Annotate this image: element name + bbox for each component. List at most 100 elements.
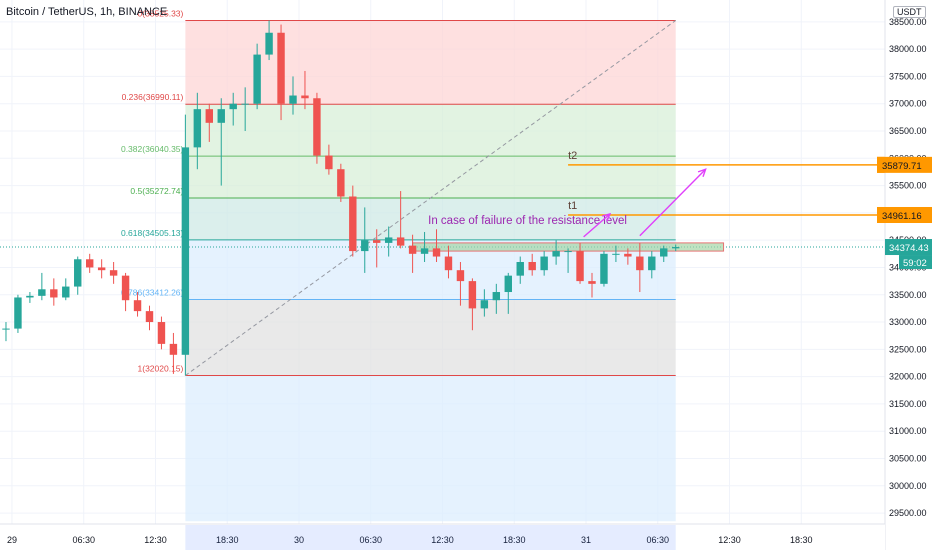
candles: [2, 20, 680, 376]
candle: [325, 144, 333, 175]
candle-body: [337, 169, 345, 197]
candle: [121, 272, 130, 312]
candle-body: [504, 275, 512, 293]
x-tick-label: 06:30: [72, 535, 95, 545]
candle: [444, 245, 453, 279]
candle: [313, 92, 321, 164]
candle: [648, 251, 656, 279]
annotation-text: In case of failure of the resistance lev…: [428, 215, 627, 227]
candle: [253, 43, 261, 110]
target-axis-label-t1: 34961.16: [882, 211, 922, 222]
candle: [133, 292, 142, 317]
arrow-to-t1: [583, 213, 611, 238]
candle: [528, 253, 536, 276]
candle-body: [253, 54, 261, 104]
candle: [109, 262, 118, 284]
candle-body: [420, 248, 429, 254]
fib-band-0.236: [185, 104, 676, 157]
y-tick-label: 30500.00: [889, 454, 927, 464]
candle-body: [373, 240, 381, 243]
y-tick-label: 37500.00: [889, 71, 927, 81]
candle: [504, 272, 512, 314]
y-axis-background: [885, 0, 932, 550]
candle-body: [50, 289, 58, 298]
candle-body: [624, 253, 632, 257]
candle-body: [588, 281, 596, 284]
currency-button[interactable]: USDT: [893, 6, 926, 18]
candle-body: [2, 328, 10, 330]
arrow-to-t2-head: [697, 168, 707, 178]
candle: [396, 191, 405, 249]
target-axis-badge-t1: [877, 206, 932, 223]
candle: [85, 253, 94, 273]
current-price-badge: [885, 239, 932, 256]
candle-body: [301, 95, 309, 99]
candle: [301, 70, 309, 110]
fib-label-0.236: 0.236(36990.11): [122, 92, 184, 102]
projection-arrows: [583, 168, 707, 238]
candle-body: [384, 237, 393, 243]
x-tick-label: 06:30: [647, 535, 670, 545]
fib-trend-line: [185, 20, 677, 376]
candle-body: [648, 256, 656, 271]
candle-body: [349, 196, 357, 252]
candle-body: [26, 295, 34, 298]
candle-body: [540, 256, 548, 271]
x-axis-background: [0, 524, 885, 550]
candle: [636, 242, 644, 293]
candle-body: [636, 256, 644, 271]
candle: [552, 240, 560, 265]
y-tick-label: 32000.00: [889, 372, 927, 382]
candle: [516, 256, 524, 284]
candle-body: [660, 248, 668, 257]
y-tick-label: 37000.00: [889, 99, 927, 109]
y-tick-label: 38500.00: [889, 17, 927, 27]
fib-label-1: 1(32020.15): [138, 364, 184, 374]
y-tick-label: 35500.00: [889, 181, 927, 191]
candle: [672, 244, 680, 252]
candle-body: [289, 95, 297, 104]
candle-body: [528, 262, 536, 271]
y-tick-label: 31500.00: [889, 399, 927, 409]
candle: [97, 259, 106, 279]
candle: [145, 305, 154, 331]
y-tick-label: 33000.00: [889, 317, 927, 327]
candle-body: [217, 109, 225, 123]
fib-band-0.786: [185, 299, 676, 376]
candle: [181, 114, 190, 376]
arrow-to-t1-head: [602, 212, 612, 222]
y-tick-label: 31000.00: [889, 426, 927, 436]
candle-body: [205, 109, 213, 123]
y-tick-label: 36500.00: [889, 126, 927, 136]
candle-body: [408, 245, 417, 254]
candle-body: [145, 311, 154, 323]
x-tick-label: 06:30: [359, 535, 382, 545]
candle: [420, 231, 429, 262]
candle: [241, 87, 249, 131]
candle-body: [468, 281, 477, 309]
candle-body: [516, 262, 524, 276]
current-price-label: 34374.43: [889, 243, 929, 254]
candle: [492, 283, 501, 314]
candle: [337, 163, 345, 202]
fib-label-0: 0(38525.33): [138, 8, 184, 18]
candle-body: [552, 251, 560, 257]
candle: [624, 248, 632, 265]
candle: [74, 256, 82, 295]
candle-body: [265, 32, 273, 55]
target-axis-badge-t2: [877, 156, 932, 173]
candle: [612, 245, 620, 262]
fib-band-1: [185, 375, 676, 522]
candle: [277, 24, 285, 121]
candle-body: [456, 270, 465, 282]
x-axis: 29 06:30 12:30 18:30 30 06:30 12:30 18:30 31 06:3…: [0, 523, 885, 550]
target-label-t1: t1: [568, 200, 577, 212]
candle: [193, 92, 202, 170]
candle-body: [444, 256, 453, 271]
candle: [588, 272, 596, 298]
candle: [660, 245, 668, 262]
x-tick-label: 12:30: [144, 535, 167, 545]
fib-label-0.5: 0.5(35272.74): [130, 186, 183, 196]
candle: [157, 316, 166, 350]
